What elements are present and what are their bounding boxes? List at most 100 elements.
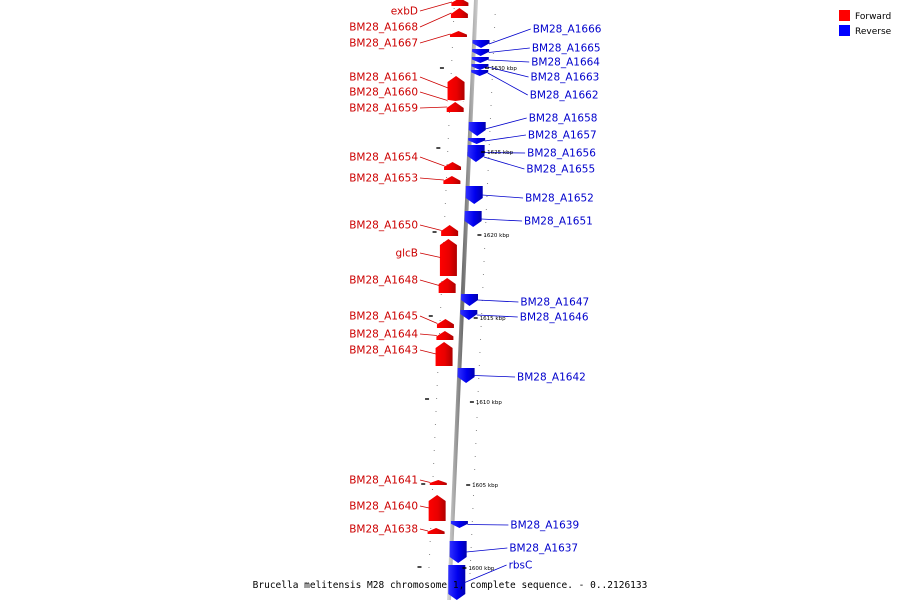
forward-gene-label[interactable]: BM28_A1667 (349, 38, 418, 50)
forward-gene-label[interactable]: BM28_A1659 (349, 103, 418, 115)
reverse-gene-label[interactable]: BM28_A1657 (528, 130, 597, 142)
forward-gene-label[interactable]: BM28_A1638 (349, 524, 418, 536)
reverse-gene-bm28-a1646[interactable] (460, 310, 478, 320)
forward-gene-bm28-a1660[interactable] (446, 100, 464, 102)
reverse-gene-bm28-a1658[interactable] (468, 122, 486, 136)
label-leader-lines (419, 1, 531, 583)
reverse-gene-rbsc[interactable] (448, 565, 466, 600)
forward-gene-bm28-a1659[interactable] (446, 102, 464, 112)
reverse-gene-bm28-a1666[interactable] (472, 40, 490, 48)
forward-gene-label[interactable]: glcB (395, 248, 418, 260)
grid-dot (448, 125, 450, 126)
forward-gene-label[interactable]: BM28_A1654 (349, 152, 418, 164)
track-dash (421, 483, 426, 485)
reverse-gene-label[interactable]: BM28_A1656 (527, 148, 596, 160)
leader-line (419, 252, 441, 258)
forward-gene-label[interactable]: BM28_A1653 (349, 173, 418, 185)
grid-dot (482, 274, 484, 275)
forward-gene-bm28-a1641[interactable] (429, 480, 447, 485)
reverse-gene-bm28-a1662[interactable] (471, 70, 489, 76)
reverse-gene-label[interactable]: rbsC (509, 560, 533, 572)
reverse-gene-bm28-a1651[interactable] (464, 211, 482, 227)
grid-dot (488, 144, 490, 145)
forward-gene-label[interactable]: BM28_A1650 (349, 220, 418, 232)
grid-dot (448, 112, 450, 113)
forward-gene-bm28-a1638[interactable] (427, 528, 445, 534)
forward-gene-label[interactable]: BM28_A1644 (349, 329, 418, 341)
reverse-gene-label[interactable]: BM28_A1651 (524, 216, 593, 228)
leader-line (483, 156, 525, 170)
forward-gene-bm28-a1653[interactable] (443, 176, 461, 184)
reverse-gene-label[interactable]: BM28_A1665 (532, 43, 601, 55)
grid-dot (475, 443, 477, 444)
forward-gene-exbd[interactable] (451, 0, 469, 6)
reverse-gene-label[interactable]: BM28_A1647 (520, 297, 589, 309)
tick-mark (462, 567, 467, 569)
grid-dot (475, 430, 477, 431)
reverse-gene-label[interactable]: BM28_A1666 (533, 24, 602, 36)
forward-gene-glcb[interactable] (439, 239, 457, 276)
reverse-gene-label[interactable]: BM28_A1646 (520, 312, 589, 324)
reverse-gene-bm28-a1665[interactable] (472, 49, 490, 56)
forward-gene-bm28-a1650[interactable] (441, 225, 459, 236)
forward-gene-label[interactable]: BM28_A1640 (349, 501, 418, 513)
grid-dot (487, 183, 489, 184)
forward-gene-bm28-a1643[interactable] (435, 342, 453, 366)
forward-gene-label[interactable]: BM28_A1668 (349, 22, 418, 34)
reverse-gene-bm28-a1663[interactable] (471, 64, 489, 70)
leader-line (419, 315, 438, 324)
reverse-gene-label[interactable]: BM28_A1639 (510, 520, 579, 532)
forward-gene-bm28-a1661[interactable] (447, 76, 465, 100)
forward-gene-label[interactable]: exbD (391, 6, 418, 18)
reverse-gene-label[interactable]: BM28_A1663 (531, 72, 600, 84)
grid-dot (485, 209, 487, 210)
reverse-gene-bm28-a1639[interactable] (450, 521, 468, 528)
leader-line (476, 314, 518, 318)
forward-gene-label[interactable]: BM28_A1643 (349, 345, 418, 357)
track-dash (436, 147, 441, 149)
reverse-gene-label[interactable]: BM28_A1642 (517, 372, 586, 384)
leader-line (419, 479, 431, 483)
reverse-gene-bm28-a1657[interactable] (468, 138, 486, 144)
tick-mark (469, 401, 474, 403)
forward-gene-label[interactable]: BM28_A1660 (349, 87, 418, 99)
forward-gene-bm28-a1667[interactable] (449, 31, 467, 37)
reverse-gene-bm28-a1647[interactable] (461, 294, 478, 306)
map-caption: Brucella melitensis M28 chromosome 1, co… (253, 580, 648, 591)
forward-gene-bm28-a1644[interactable] (436, 331, 454, 340)
grid-dot (447, 138, 449, 139)
grid-dot (493, 40, 495, 41)
tick-label: 1605 kbp (472, 483, 498, 489)
grid-dot (472, 495, 474, 496)
grid-dot (433, 450, 435, 451)
grid-dot (439, 333, 441, 334)
reverse-gene-bm28-a1655[interactable] (467, 152, 485, 162)
reverse-gene-bm28-a1664[interactable] (471, 57, 489, 63)
forward-gene-label[interactable]: BM28_A1661 (349, 72, 418, 84)
reverse-gene-label[interactable]: BM28_A1655 (526, 164, 595, 176)
forward-gene-label[interactable]: BM28_A1648 (349, 275, 418, 287)
grid-dot (436, 385, 438, 386)
reverse-gene-label[interactable]: BM28_A1637 (509, 543, 578, 555)
forward-gene-bm28-a1654[interactable] (444, 162, 462, 170)
forward-gene-bm28-a1645[interactable] (436, 319, 454, 328)
forward-gene-bm28-a1668[interactable] (450, 8, 468, 18)
reverse-gene-bm28-a1637[interactable] (449, 541, 467, 563)
forward-gene-bm28-a1640[interactable] (428, 495, 446, 521)
grid-dot (481, 313, 483, 314)
grid-dot (434, 437, 436, 438)
leader-line (466, 547, 508, 553)
grid-dot (472, 508, 474, 509)
grid-dot (491, 92, 493, 93)
forward-gene-label[interactable]: BM28_A1641 (349, 475, 418, 487)
forward-gene-bm28-a1648[interactable] (438, 278, 456, 293)
reverse-gene-label[interactable]: BM28_A1662 (530, 90, 599, 102)
legend-swatch (839, 10, 850, 21)
reverse-gene-label[interactable]: BM28_A1652 (525, 193, 594, 205)
reverse-gene-label[interactable]: BM28_A1664 (531, 57, 600, 69)
reverse-gene-bm28-a1652[interactable] (465, 186, 483, 204)
reverse-gene-label[interactable]: BM28_A1658 (529, 113, 598, 125)
reverse-gene-bm28-a1642[interactable] (457, 368, 475, 383)
leader-line (467, 524, 509, 526)
forward-gene-label[interactable]: BM28_A1645 (349, 311, 418, 323)
